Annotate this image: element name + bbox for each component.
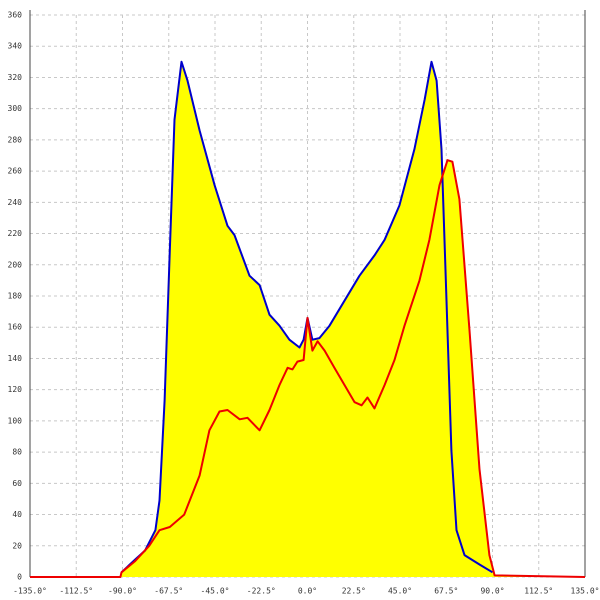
- y-tick-label: 80: [12, 448, 22, 457]
- x-tick-label: -90.0°: [108, 587, 137, 596]
- x-tick-label: 45.0°: [388, 587, 412, 596]
- x-tick-label: 0.0°: [298, 587, 317, 596]
- x-tick-label: -22.5°: [247, 587, 276, 596]
- x-tick-label: 22.5°: [342, 587, 366, 596]
- y-tick-label: 240: [8, 198, 23, 207]
- x-tick-label: -67.5°: [154, 587, 183, 596]
- y-tick-label: 120: [8, 385, 23, 394]
- y-tick-label: 340: [8, 42, 23, 51]
- y-tick-label: 200: [8, 260, 23, 269]
- line: [30, 159, 586, 578]
- x-tick-label: -112.5°: [59, 587, 93, 596]
- y-tick-label: 100: [8, 416, 23, 425]
- x-tick-label: 112.5°: [524, 587, 553, 596]
- y-tick-label: 60: [12, 479, 22, 488]
- y-tick-label: 140: [8, 354, 23, 363]
- x-tick-label: -45.0°: [201, 587, 230, 596]
- y-tick-label: 0: [17, 573, 22, 582]
- y-tick-label: 360: [8, 11, 23, 20]
- x-tick-label: 67.5°: [434, 587, 458, 596]
- y-tick-label: 160: [8, 323, 23, 332]
- y-tick-label: 320: [8, 73, 23, 82]
- lines: [30, 60, 586, 578]
- y-tick-label: 280: [8, 135, 23, 144]
- y-tick-label: 20: [12, 541, 22, 550]
- x-tick-label: -135.0°: [13, 587, 47, 596]
- x-tick-label: 90.0°: [480, 587, 504, 596]
- y-tick-label: 260: [8, 167, 23, 176]
- line: [120, 60, 494, 574]
- y-tick-label: 220: [8, 229, 23, 238]
- x-tick-label: 135.0°: [571, 587, 600, 596]
- y-tick-label: 180: [8, 292, 23, 301]
- y-tick-label: 40: [12, 510, 22, 519]
- labels: 0 20 40 60 80 100 120 140 160 180 200 220 240 260 280 3…: [8, 11, 600, 596]
- y-tick-label: 300: [8, 104, 23, 113]
